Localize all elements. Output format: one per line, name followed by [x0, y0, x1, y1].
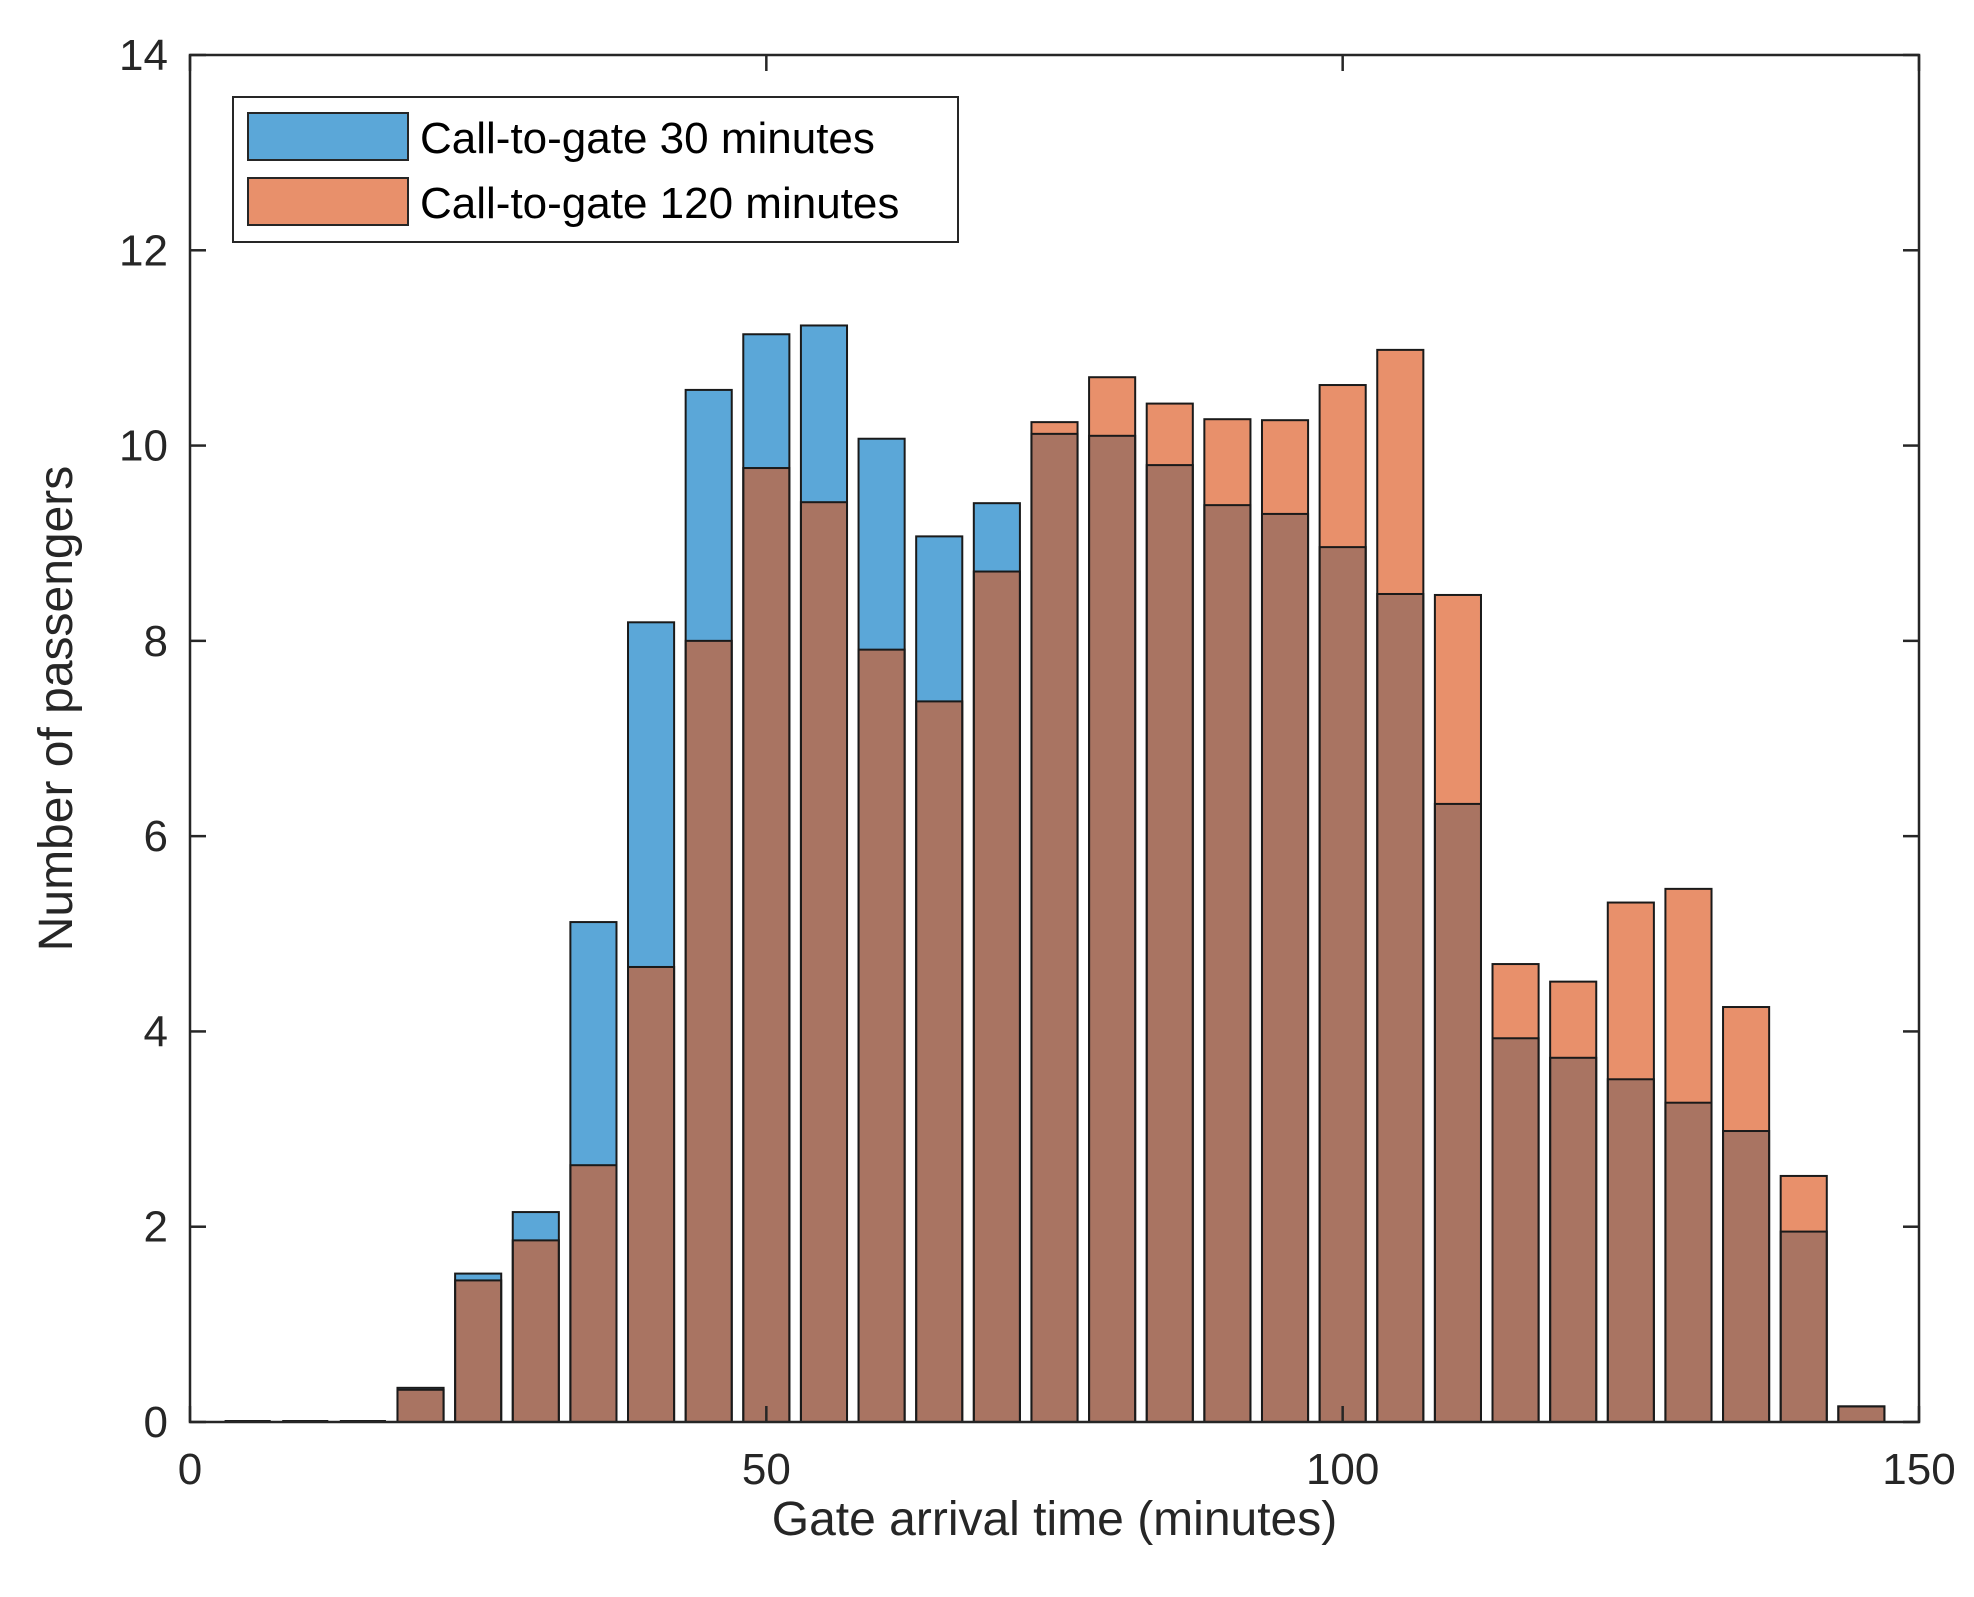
- bar-overlap-75: [1031, 433, 1078, 1423]
- legend-label-30-minutes: Call-to-gate 30 minutes: [420, 114, 875, 163]
- bar-120min-excess-100: [1319, 385, 1366, 548]
- plot-frame: [188, 53, 1921, 1424]
- bar-30min-excess-70: [973, 503, 1020, 572]
- x-tick-label-50: 50: [742, 1445, 791, 1494]
- bar-120min-excess-120: [1550, 981, 1597, 1058]
- bar-overlap-115: [1492, 1038, 1539, 1422]
- y-axis-title: Number of passengers: [30, 466, 83, 952]
- bar-30min-excess-45: [685, 389, 732, 641]
- y-tick-label-0: 0: [144, 1398, 168, 1447]
- bar-overlap-140: [1780, 1231, 1827, 1422]
- bar-overlap-145: [1838, 1406, 1885, 1422]
- bar-overlap-90: [1204, 505, 1251, 1423]
- bar-overlap-120: [1550, 1057, 1597, 1422]
- bar-120min-excess-105: [1377, 349, 1424, 594]
- bar-overlap-20: [397, 1389, 444, 1422]
- bars-layer: [224, 324, 1886, 1424]
- bar-30min-excess-40: [628, 622, 675, 967]
- bar-overlap-65: [916, 701, 963, 1422]
- bar-overlap-85: [1146, 465, 1193, 1423]
- bar-overlap-55: [800, 502, 848, 1422]
- bar-overlap-80: [1089, 435, 1136, 1422]
- legend-swatch-30-minutes: [247, 112, 409, 161]
- bar-overlap-135: [1723, 1131, 1770, 1422]
- bar-30min-excess-25: [455, 1273, 502, 1281]
- y-tick-label-4: 4: [144, 1007, 168, 1056]
- bar-overlap-130: [1665, 1102, 1712, 1422]
- bar-overlap-95: [1261, 513, 1309, 1422]
- bar-120min-excess-95: [1261, 420, 1309, 514]
- bar-120min-excess-125: [1607, 902, 1654, 1080]
- x-tick-label-150: 150: [1882, 1445, 1955, 1494]
- legend-label-120-minutes: Call-to-gate 120 minutes: [420, 179, 899, 228]
- bar-30min-excess-30: [512, 1212, 559, 1241]
- y-tick-label-6: 6: [144, 812, 168, 861]
- bar-overlap-70: [973, 571, 1020, 1422]
- ticks-layer: 0 50 100 150 0 2 4 6 8 10 12 14: [119, 31, 1956, 1494]
- bar-120min-excess-130: [1665, 888, 1712, 1103]
- bar-overlap-125: [1607, 1079, 1654, 1422]
- bar-30min-excess-55: [800, 325, 848, 503]
- bar-overlap-60: [858, 649, 905, 1422]
- bar-overlap-100: [1319, 547, 1366, 1422]
- bar-30min-excess-50: [743, 334, 790, 469]
- bar-30min-excess-35: [570, 922, 617, 1166]
- bar-overlap-105: [1377, 593, 1424, 1422]
- x-axis-title: Gate arrival time (minutes): [772, 1493, 1337, 1546]
- bar-overlap-50: [743, 468, 790, 1422]
- x-tick-label-100: 100: [1306, 1445, 1379, 1494]
- x-tick-label-0: 0: [178, 1445, 202, 1494]
- y-tick-label-14: 14: [119, 31, 168, 80]
- bar-overlap-30: [512, 1240, 559, 1422]
- legend-swatch-120-minutes: [247, 177, 409, 226]
- bar-overlap-35: [570, 1165, 617, 1422]
- y-tick-label-8: 8: [144, 617, 168, 666]
- bar-120min-excess-80: [1089, 377, 1136, 436]
- bar-overlap-25: [455, 1280, 502, 1422]
- bar-120min-excess-115: [1492, 964, 1539, 1039]
- y-tick-label-12: 12: [119, 226, 168, 275]
- y-tick-label-10: 10: [119, 422, 168, 471]
- bar-overlap-110: [1434, 803, 1481, 1422]
- bar-overlap-45: [685, 640, 732, 1422]
- y-tick-label-2: 2: [144, 1203, 168, 1252]
- bar-120min-excess-90: [1204, 419, 1251, 506]
- bar-120min-excess-140: [1780, 1175, 1827, 1232]
- bar-120min-excess-85: [1146, 403, 1193, 466]
- bar-120min-excess-135: [1723, 1007, 1770, 1132]
- bar-30min-excess-60: [858, 438, 905, 650]
- bar-120min-excess-110: [1434, 594, 1481, 804]
- bar-30min-excess-65: [916, 536, 963, 702]
- legend: Call-to-gate 30 minutes Call-to-gate 120…: [232, 96, 959, 243]
- bar-overlap-40: [628, 966, 675, 1422]
- bar-120min-excess-75: [1031, 422, 1078, 434]
